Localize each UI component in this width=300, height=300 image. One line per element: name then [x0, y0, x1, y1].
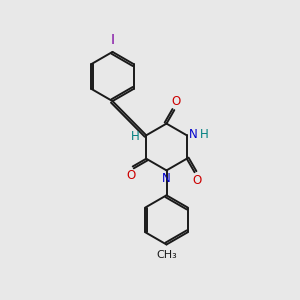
Text: H: H [131, 130, 140, 143]
Text: O: O [126, 169, 135, 182]
Text: N: N [189, 128, 198, 141]
Text: N: N [162, 172, 171, 185]
Text: H: H [200, 128, 209, 141]
Text: O: O [172, 95, 181, 108]
Text: I: I [110, 33, 115, 47]
Text: O: O [192, 174, 201, 187]
Text: CH₃: CH₃ [156, 250, 177, 260]
